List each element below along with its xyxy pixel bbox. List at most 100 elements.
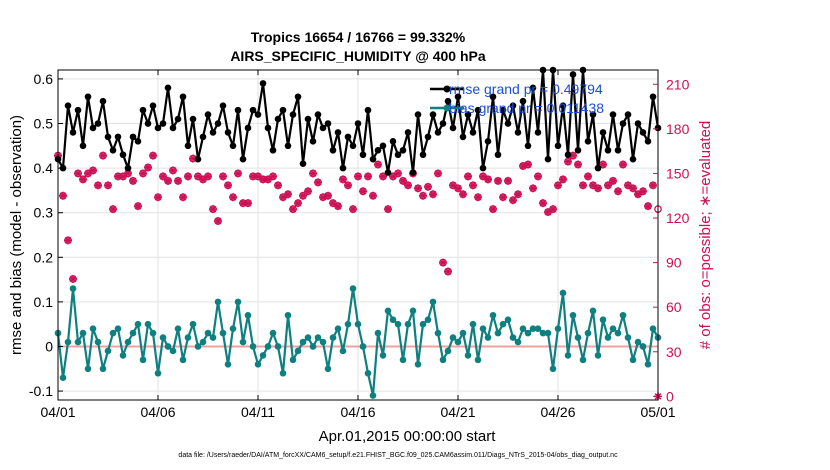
bias-point bbox=[549, 365, 557, 373]
bias-point bbox=[514, 338, 522, 346]
obs-evaluated-point bbox=[429, 190, 437, 199]
rmse-point bbox=[149, 102, 157, 109]
legend-bias-marker bbox=[443, 104, 451, 112]
bias-point bbox=[414, 361, 422, 368]
bias-point bbox=[464, 352, 472, 359]
bias-point bbox=[104, 347, 112, 355]
bias-point bbox=[379, 352, 387, 359]
bias-point bbox=[199, 338, 207, 346]
obs-evaluated-point bbox=[514, 190, 522, 199]
rmse-point bbox=[164, 84, 172, 92]
obs-evaluated-point bbox=[364, 172, 372, 181]
bias-point bbox=[614, 329, 622, 337]
obs-evaluated-point bbox=[589, 181, 597, 190]
bias-point bbox=[604, 334, 612, 341]
bias-point bbox=[99, 365, 107, 373]
rmse-point bbox=[564, 151, 572, 159]
bias-series bbox=[54, 285, 662, 399]
bias-point bbox=[319, 338, 327, 346]
rmse-point bbox=[274, 115, 282, 123]
obs-evaluated-point bbox=[459, 190, 467, 199]
rmse-point bbox=[499, 106, 507, 114]
rmse-point bbox=[339, 164, 347, 172]
rmse-point bbox=[494, 151, 502, 159]
footer-data-file: data file: /Users/raeder/DAI/ATM_forcXX/… bbox=[178, 452, 618, 459]
obs-evaluated-point bbox=[109, 205, 117, 214]
legend: rmse grand pr = 0.49794 bias grand pr = … bbox=[430, 81, 604, 116]
rmse-point bbox=[574, 146, 582, 154]
rmse-point bbox=[314, 111, 322, 118]
bias-point bbox=[444, 347, 452, 355]
rmse-point bbox=[144, 120, 152, 127]
obs-evaluated-point bbox=[604, 181, 612, 190]
rmse-point bbox=[349, 142, 357, 150]
obs-evaluated-point bbox=[274, 181, 282, 190]
obs-evaluated-point bbox=[509, 196, 517, 205]
obs-evaluated-point bbox=[529, 184, 537, 193]
obs-evaluated-point bbox=[484, 175, 492, 184]
bias-point bbox=[439, 356, 447, 364]
bias-point bbox=[529, 325, 537, 332]
rmse-point bbox=[544, 155, 552, 163]
bias-point bbox=[114, 325, 122, 332]
obs-evaluated-point bbox=[184, 172, 192, 181]
rmse-point bbox=[474, 106, 482, 114]
x-tick-label: 05/01 bbox=[640, 404, 675, 420]
bias-point bbox=[634, 338, 642, 346]
x-axis-label: Apr.01,2015 00:00:00 start bbox=[319, 428, 497, 445]
obs-evaluated-point bbox=[224, 181, 232, 190]
obs-evaluated-point bbox=[449, 181, 457, 190]
obs-evaluated-point bbox=[424, 182, 432, 191]
bias-point bbox=[384, 307, 392, 315]
rmse-point bbox=[629, 155, 637, 163]
obs-evaluated-point bbox=[644, 202, 652, 211]
obs-evaluated-point bbox=[349, 205, 357, 214]
rmse-point bbox=[554, 142, 562, 150]
obs-evaluated-point bbox=[649, 181, 657, 190]
bias-point bbox=[129, 329, 137, 337]
rmse-point bbox=[84, 93, 92, 101]
rmse-point bbox=[69, 129, 77, 136]
rmse-point bbox=[319, 124, 327, 132]
bias-point bbox=[224, 361, 232, 368]
obs-evaluated-point bbox=[134, 202, 142, 211]
y-right-tick-label: 210 bbox=[666, 76, 690, 92]
obs-evaluated-point bbox=[269, 172, 277, 181]
obs-evaluated-point bbox=[599, 160, 607, 169]
rmse-point bbox=[94, 120, 102, 127]
y-axis-right-label: # of obs: o=possible; ∗=evaluated bbox=[697, 121, 714, 350]
obs-evaluated-point bbox=[609, 176, 617, 185]
rmse-point bbox=[229, 142, 237, 150]
rmse-point bbox=[64, 102, 72, 109]
obs-evaluated-point bbox=[289, 205, 297, 214]
rmse-point bbox=[389, 138, 397, 145]
obs-evaluated-point bbox=[339, 175, 347, 184]
bias-point bbox=[434, 329, 442, 337]
obs-evaluated-point bbox=[464, 172, 472, 181]
rmse-point bbox=[184, 142, 192, 150]
bias-point bbox=[304, 334, 312, 341]
y-right-tick-label: 180 bbox=[666, 121, 690, 137]
y-tick-label: 0.1 bbox=[34, 294, 54, 310]
rmse-point bbox=[154, 124, 162, 132]
bias-point bbox=[629, 356, 637, 364]
obs-evaluated-point bbox=[74, 169, 82, 178]
rmse-point bbox=[294, 93, 302, 101]
bias-point bbox=[424, 316, 432, 324]
y-tick-label: 0.4 bbox=[34, 160, 54, 176]
rmse-point bbox=[169, 124, 177, 132]
rmse-point bbox=[109, 146, 117, 154]
rmse-point bbox=[449, 124, 457, 132]
obs-evaluated-point bbox=[94, 181, 102, 190]
rmse-point bbox=[309, 138, 317, 145]
bias-point bbox=[469, 320, 477, 328]
obs-evaluated-point bbox=[129, 176, 137, 185]
bias-point bbox=[149, 329, 157, 337]
obs-evaluated-point bbox=[369, 191, 377, 200]
rmse-point bbox=[599, 129, 607, 136]
chart-title-line-2: AIRS_SPECIFIC_HUMIDITY @ 400 hPa bbox=[230, 48, 486, 64]
rmse-point bbox=[424, 133, 432, 141]
y-axis-label: rmse and bias (model - observation) bbox=[8, 115, 25, 355]
obs-evaluated-point bbox=[559, 175, 567, 184]
